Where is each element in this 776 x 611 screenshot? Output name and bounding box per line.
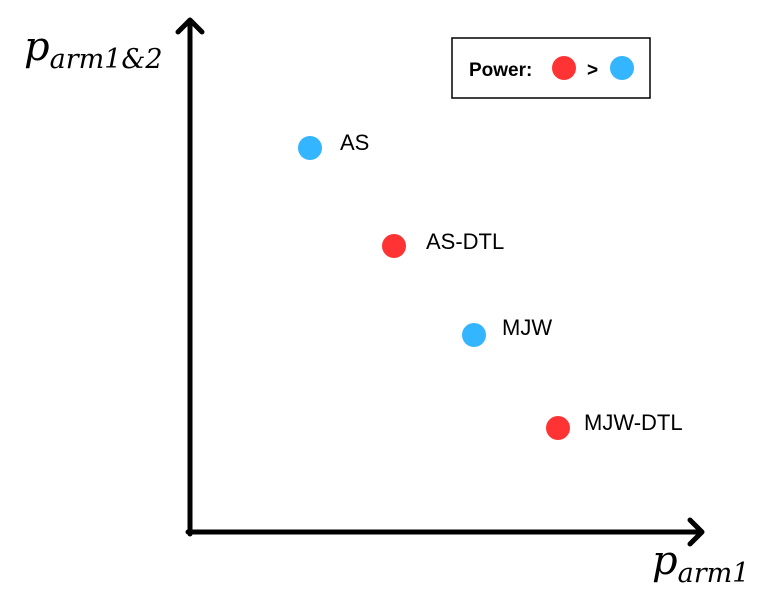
point-marker [546,416,570,440]
y-axis-label: parm1&2 [24,24,163,75]
point-as: AS [298,130,369,160]
point-label: MJW [502,315,552,340]
point-label: MJW-DTL [584,410,683,435]
point-label: AS [340,130,369,155]
y-axis-arrowhead [175,17,205,35]
legend: Power: > [451,37,651,99]
point-marker [462,323,486,347]
x-axis-arrowhead [687,517,705,547]
point-label: AS-DTL [426,229,504,254]
point-mjw: MJW [462,315,552,347]
point-marker [298,136,322,160]
point-as-dtl: AS-DTL [382,229,504,258]
point-mjw-dtl: MJW-DTL [546,410,683,440]
legend-relation: > [587,60,598,81]
x-axis-label: parm1 [652,538,749,589]
legend-low-power-marker [610,56,634,80]
legend-high-power-marker [552,56,576,80]
point-marker [382,234,406,258]
legend-prefix: Power: [469,60,532,81]
